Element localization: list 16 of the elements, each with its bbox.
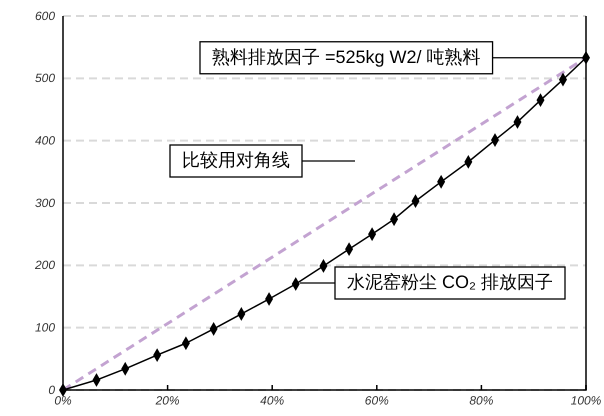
y-tick-label: 600 — [34, 8, 56, 23]
y-tick-label: 200 — [34, 258, 56, 272]
y-tick-label: 100 — [34, 320, 56, 335]
y-tick-label: 500 — [34, 71, 56, 86]
x-tick-label: 100% — [570, 394, 602, 408]
x-tick-label: 40% — [260, 394, 285, 408]
annotation: 比较用对角线 — [182, 150, 290, 170]
x-tick-label: 80% — [469, 394, 494, 408]
annotation: 熟料排放因子 =525kg W2/ 吨熟料 — [212, 46, 481, 67]
y-tick-label: 300 — [34, 196, 56, 210]
x-tick-label: 0% — [54, 394, 72, 408]
x-tick-label: 60% — [364, 394, 390, 408]
annotation: 水泥窑粉尘 CO₂ 排放因子 — [347, 272, 553, 292]
y-tick-label: 400 — [34, 134, 56, 148]
x-tick-label: 20% — [154, 394, 180, 408]
y-tick-label: 0 — [48, 382, 56, 397]
